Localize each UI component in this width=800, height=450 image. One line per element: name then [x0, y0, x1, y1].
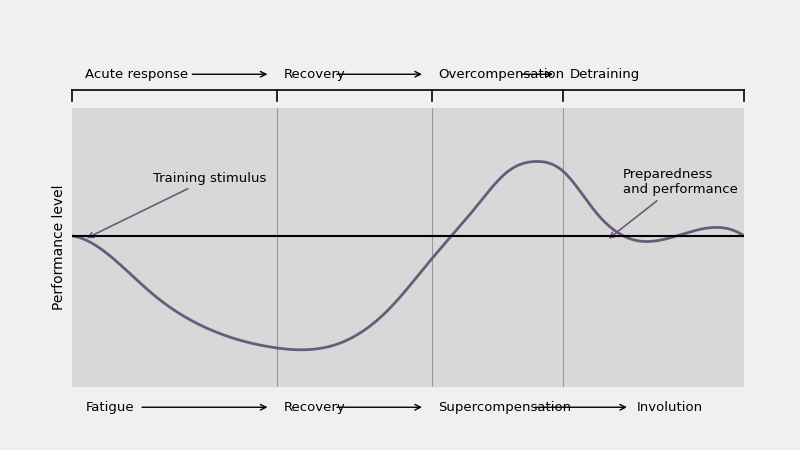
Text: Fatigue: Fatigue: [86, 401, 134, 414]
Text: Supercompensation: Supercompensation: [438, 401, 571, 414]
Text: Detraining: Detraining: [570, 68, 639, 81]
Text: Recovery: Recovery: [284, 401, 346, 414]
Text: Training stimulus: Training stimulus: [88, 172, 266, 238]
Text: Involution: Involution: [637, 401, 702, 414]
Y-axis label: Performance level: Performance level: [53, 185, 66, 310]
Text: Overcompensation: Overcompensation: [438, 68, 564, 81]
Text: Recovery: Recovery: [284, 68, 346, 81]
Text: Preparedness
and performance: Preparedness and performance: [610, 168, 738, 238]
Text: Acute response: Acute response: [86, 68, 189, 81]
